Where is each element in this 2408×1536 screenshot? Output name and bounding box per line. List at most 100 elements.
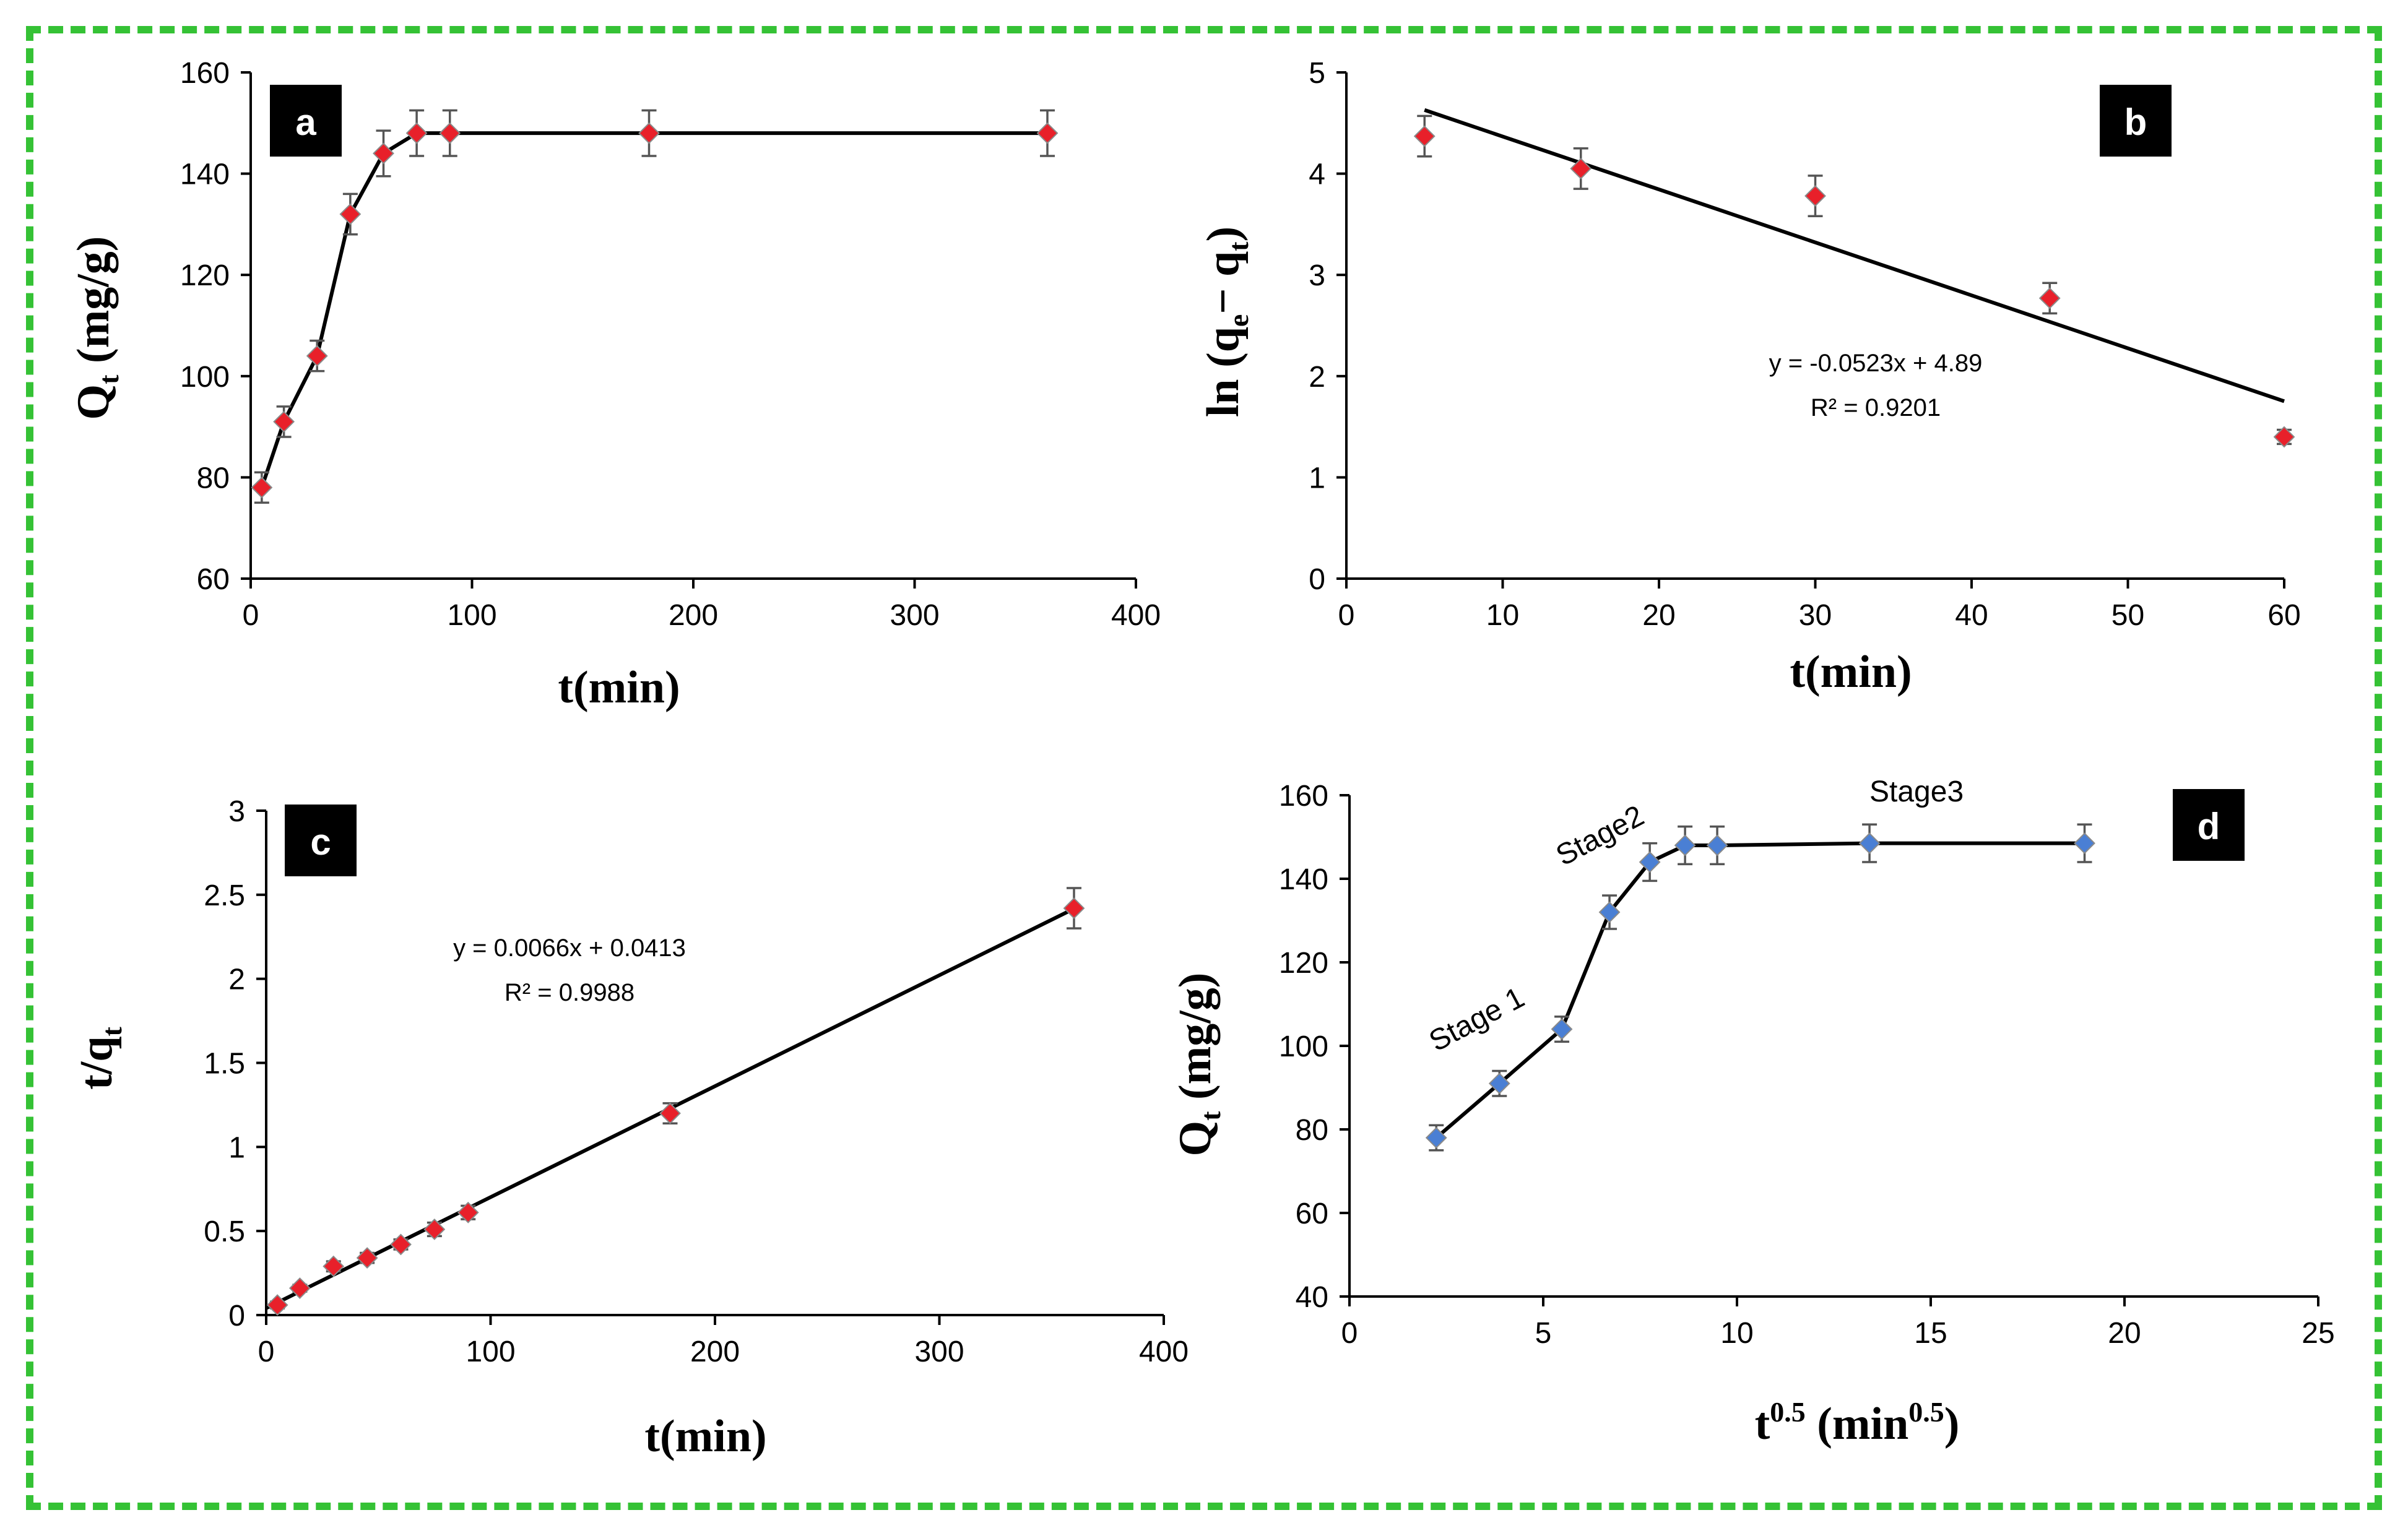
panel-a-badge xyxy=(270,85,342,157)
panel-c-data-point xyxy=(1063,897,1085,919)
panel-a-data-point xyxy=(373,142,394,165)
panel-d-marks: 40 60 80 100 120 140 160 0 5 10 15 20 25 xyxy=(1279,780,2335,1350)
panel-d-stage-1: Stage 1 xyxy=(1424,981,1530,1058)
panel-c-ytick-label: 2 xyxy=(228,964,245,996)
panel-c-data-point xyxy=(323,1255,345,1277)
panel-a-xtick-label: 200 xyxy=(669,599,718,632)
panel-a-xtick-label: 100 xyxy=(447,599,496,632)
panel-d-ytick-label: 40 xyxy=(1296,1281,1328,1314)
panel-b-ylabel-sub2: t xyxy=(1223,241,1254,251)
panel-c-ylabel: t/qt xyxy=(71,1026,128,1089)
panel-c-data-point xyxy=(423,1219,446,1240)
panel-b-xtick-label: 0 xyxy=(1338,599,1355,632)
panel-c-ytick-label: 0 xyxy=(228,1300,245,1332)
panel-a-data-point xyxy=(306,345,328,367)
panel-d-ylabel-rest: (mg/g) xyxy=(1170,973,1221,1111)
panel-b-equation: y = -0.0523x + 4.89 xyxy=(1769,350,1983,377)
panel-a-xtick-label: 300 xyxy=(890,599,939,632)
panel-a-ytick-label: 100 xyxy=(180,361,230,394)
panel-b-ytick-label: 5 xyxy=(1309,57,1325,90)
panel-a-data-point xyxy=(405,122,428,144)
panel-d-stage-3: Stage3 xyxy=(1869,775,1964,808)
panel-b-r2: R² = 0.9201 xyxy=(1811,394,1941,421)
panel-d-ytick-label: 120 xyxy=(1279,947,1328,980)
panel-d-data-point xyxy=(1706,834,1728,856)
panel-a-ytick-label: 140 xyxy=(180,158,230,191)
panel-b-ylabel: ln (qe− qt) xyxy=(1198,227,1254,417)
panel-d-xtick-label: 10 xyxy=(1720,1317,1753,1350)
panel-b-data-point xyxy=(1570,158,1592,179)
panel-d-data-point xyxy=(1639,851,1661,873)
panel-a-ytick-label: 160 xyxy=(180,57,230,90)
panel-b-ytick-label: 3 xyxy=(1309,259,1325,292)
panel-d-ylabel-main: Q xyxy=(1170,1121,1221,1157)
panel-d-xlabel-main: t xyxy=(1755,1399,1770,1449)
panel-c-ytick-label: 0.5 xyxy=(204,1215,245,1248)
panel-d-xlabel: t0.5 (min0.5) xyxy=(1755,1396,1960,1449)
panel-b-xtick-label: 10 xyxy=(1486,599,1519,632)
panel-d-badge xyxy=(2173,789,2245,861)
panel-b-ytick-label: 2 xyxy=(1309,361,1325,394)
panel-a-ytick-label: 60 xyxy=(197,563,230,596)
panel-b-ylabel-sub: e xyxy=(1223,314,1254,327)
panel-c-marks: 0 0.5 1 1.5 2 2.5 3 0 100 200 300 400 xyxy=(204,795,1189,1368)
panel-a-ylabel-main: Q xyxy=(68,384,119,420)
panel-a-marks: 60 80 100 120 140 160 0 100 200 300 400 xyxy=(180,57,1161,632)
panel-d-badge-label: d xyxy=(2198,806,2220,847)
panel-a-data-point xyxy=(1036,122,1059,144)
panel-b-badge xyxy=(2100,85,2172,157)
panel-c-ytick-label: 1 xyxy=(228,1131,245,1164)
panel-d-xlabel-end: ) xyxy=(1944,1399,1960,1449)
panel-d-xlabel-sup2: 0.5 xyxy=(1908,1396,1944,1428)
panel-a: 60 80 100 120 140 160 0 100 200 300 400 a t(min) Q… xyxy=(68,57,1161,713)
panel-d-data-point xyxy=(1858,832,1881,855)
panel-c: 0 0.5 1 1.5 2 2.5 3 0 100 200 300 400 c t(min) t/qt… xyxy=(71,795,1189,1462)
panel-c-xtick-label: 200 xyxy=(690,1335,740,1368)
panel-c-data-point xyxy=(659,1102,681,1124)
panel-d-xtick-label: 0 xyxy=(1341,1317,1358,1350)
panel-b-data-point xyxy=(1413,125,1436,147)
panel-c-ylabel-main: t/q xyxy=(71,1036,122,1089)
panel-c-data-point xyxy=(266,1294,288,1316)
panel-d-xlabel-rest: (min xyxy=(1806,1399,1909,1449)
panel-c-equation: y = 0.0066x + 0.0413 xyxy=(453,934,686,962)
panel-d-data-point xyxy=(1425,1127,1447,1149)
panel-c-xtick-label: 0 xyxy=(258,1335,275,1368)
panel-a-data-point xyxy=(439,122,461,144)
panel-c-data-point xyxy=(390,1233,412,1256)
panel-d-ytick-label: 140 xyxy=(1279,863,1328,896)
panel-c-r2: R² = 0.9988 xyxy=(505,979,634,1006)
panel-d-ytick-label: 100 xyxy=(1279,1030,1328,1063)
panel-a-data-point xyxy=(273,411,295,433)
panel-c-xtick-label: 400 xyxy=(1139,1335,1189,1368)
panel-b-data-point xyxy=(1804,185,1826,207)
panel-c-data-point xyxy=(356,1247,378,1269)
panel-b-ytick-label: 4 xyxy=(1309,158,1325,191)
panel-a-data-point xyxy=(638,122,660,144)
panel-b-ylabel-end: ) xyxy=(1198,227,1249,242)
panel-c-xtick-label: 300 xyxy=(914,1335,964,1368)
panel-d-series-line xyxy=(1435,841,2085,1139)
panel-d-ylabel: Qt (mg/g) xyxy=(1170,973,1226,1157)
panel-a-data-point xyxy=(339,203,362,225)
panel-b-xlabel: t(min) xyxy=(1790,647,1912,697)
panel-d-data-point xyxy=(2074,832,2095,855)
figure-border xyxy=(26,26,2382,1510)
panel-b-xtick-label: 40 xyxy=(1955,599,1988,632)
panel-d-stage-2: Stage2 xyxy=(1551,799,1649,872)
panel-c-ytick-label: 2.5 xyxy=(204,879,245,912)
panel-a-ytick-label: 120 xyxy=(180,259,230,292)
panel-a-ylabel-sub: t xyxy=(93,374,124,384)
panel-a-xtick-label: 0 xyxy=(243,599,259,632)
panel-c-ylabel-sub: t xyxy=(96,1026,128,1036)
panel-a-badge-label: a xyxy=(295,101,316,143)
panel-d-xtick-label: 15 xyxy=(1914,1317,1947,1350)
panel-b-trendline xyxy=(1424,108,2285,403)
panel-c-xlabel: t(min) xyxy=(644,1411,766,1462)
panel-b-ytick-label: 0 xyxy=(1309,563,1325,596)
panel-b-xtick-label: 50 xyxy=(2111,599,2144,632)
panel-a-xtick-label: 400 xyxy=(1111,599,1161,632)
